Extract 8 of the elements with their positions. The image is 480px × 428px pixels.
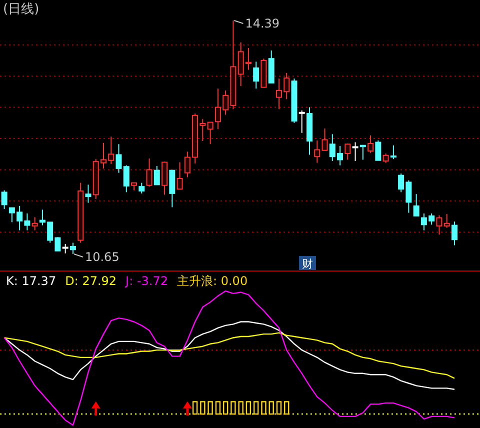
text: K: 17.37 [6,274,56,288]
chart-title: (日线) [3,2,40,17]
text: D: 27.92 [65,274,117,288]
text: 主升浪: 0.00 [177,274,248,288]
annotation: 10.65 [84,250,120,264]
annotation: 14.39 [245,16,280,30]
note: 财 [299,256,316,270]
text: J: -3.72 [124,274,168,288]
